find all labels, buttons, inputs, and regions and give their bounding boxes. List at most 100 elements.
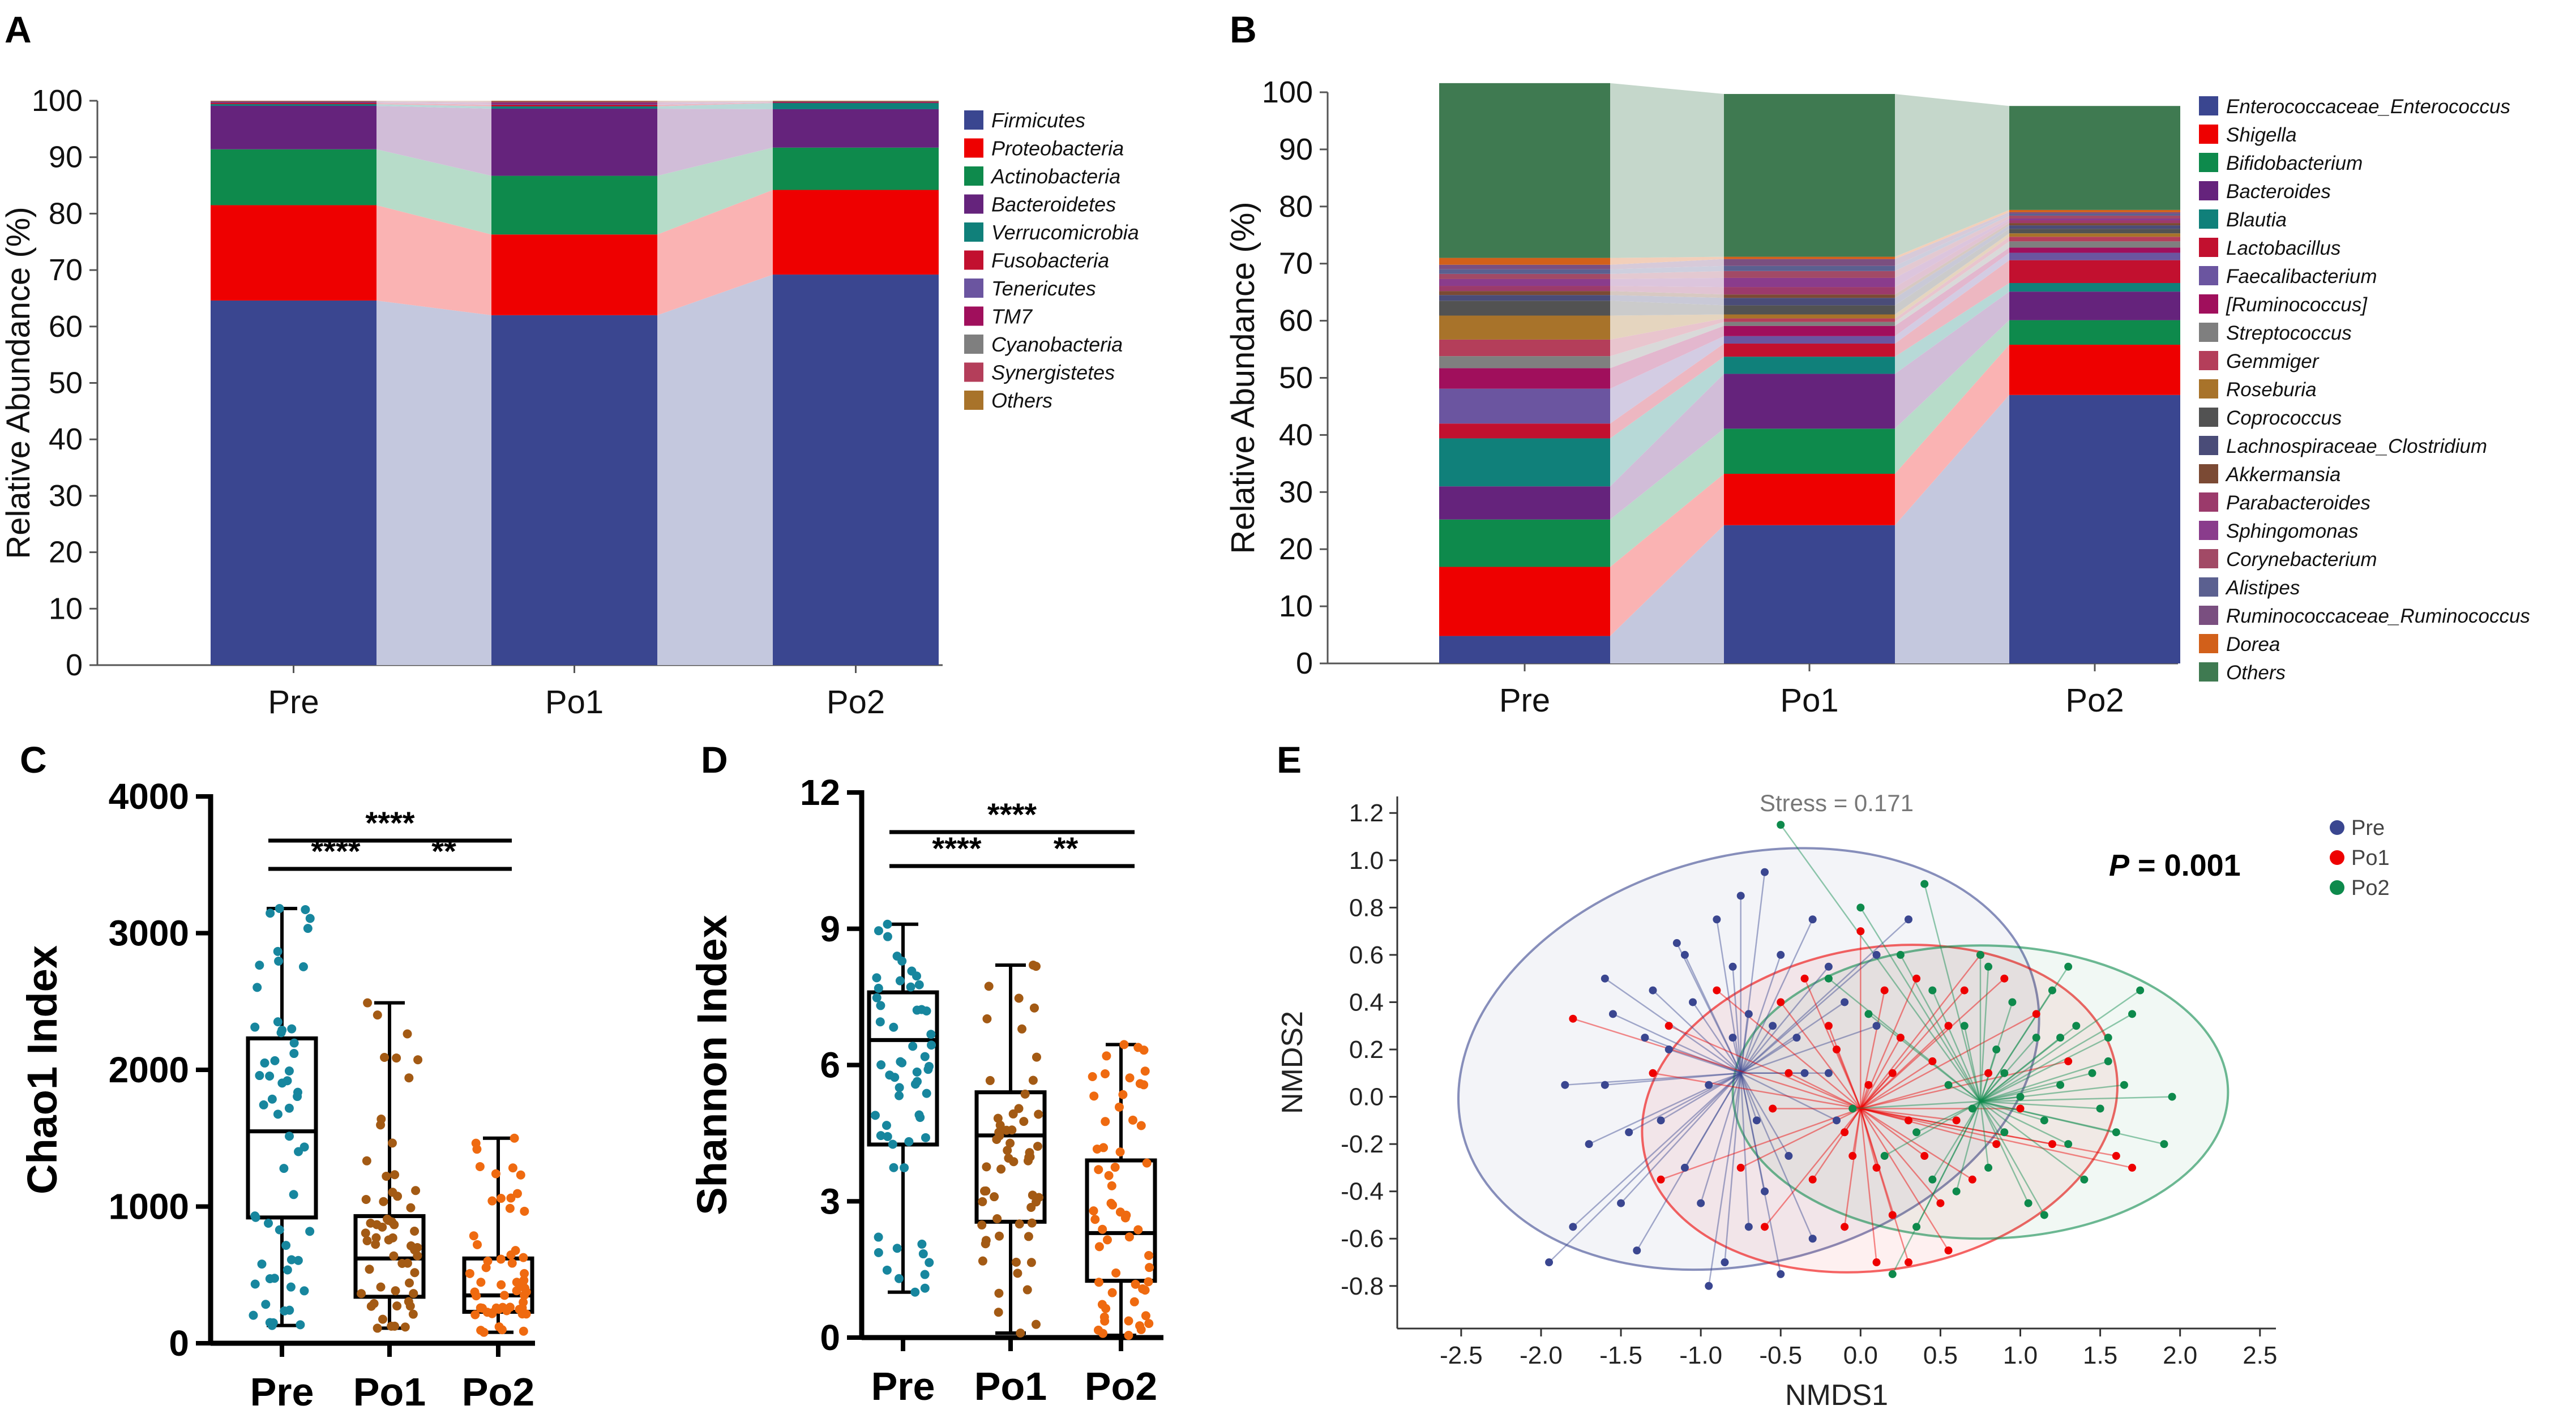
bar-po2-enterococcaceae-enterococcus <box>2009 395 2180 663</box>
data-point-po1 <box>408 1309 418 1319</box>
bar-pre-dorea <box>1439 258 1610 265</box>
spoke-pre <box>1740 1072 1837 1121</box>
connector-others <box>1895 94 2009 257</box>
data-point-po1 <box>1936 1199 1945 1207</box>
data-point-po2 <box>2104 1057 2112 1065</box>
data-point-pre <box>260 1058 269 1068</box>
connector-enterococcaceae-enterococcus <box>1895 395 2009 663</box>
bar-pre-tenericutes <box>211 102 376 103</box>
data-point-po2 <box>508 1163 517 1173</box>
bar-po1-coprococcus <box>1724 305 1895 315</box>
data-point-po1 <box>1864 1081 1873 1089</box>
data-point-pre <box>896 1057 905 1066</box>
spoke-po1 <box>1828 1025 1862 1109</box>
data-point-pre <box>283 1265 292 1275</box>
spoke-pre <box>1684 954 1741 1074</box>
bar-po2-dorea <box>2009 209 2180 212</box>
data-point-po1 <box>1657 1175 1665 1184</box>
data-point-po2 <box>512 1189 522 1198</box>
data-point-pre <box>920 1052 930 1061</box>
data-point-po1 <box>413 1055 423 1065</box>
data-point-po1 <box>392 1301 402 1311</box>
data-point-po1 <box>410 1227 420 1236</box>
y-tick-label: 1.0 <box>1349 847 1384 875</box>
data-point-pre <box>1833 1116 1841 1125</box>
data-point-pre <box>1625 1128 1633 1137</box>
data-point-po2 <box>2016 1092 2025 1101</box>
legend-swatch-lachnospiraceae-clostridium <box>2199 436 2218 455</box>
legend-label-faecalibacterium: Faecalibacterium <box>2226 265 2377 288</box>
data-point-pre <box>264 1219 273 1228</box>
data-point-pre <box>1761 868 1769 876</box>
bar-po1-ruminococcaceae-ruminococcus <box>1724 259 1895 266</box>
bar-po2-bifidobacterium <box>2009 320 2180 345</box>
data-point-po1 <box>366 1301 376 1311</box>
connector-proteobacteria <box>376 205 491 315</box>
bar-po2-firmicutes <box>773 275 939 665</box>
data-point-po2 <box>473 1240 482 1249</box>
data-point-po1 <box>1713 986 1721 995</box>
data-point-po1 <box>1026 1258 1036 1267</box>
data-point-po2 <box>2064 1140 2073 1149</box>
x-tick-label: -1.0 <box>1679 1342 1722 1369</box>
spoke-pre <box>1700 1073 1741 1203</box>
spoke-po2 <box>1868 1013 1981 1102</box>
data-point-po2 <box>2040 1116 2048 1125</box>
connector-corynebacterium <box>1895 215 2009 278</box>
data-point-po2 <box>1142 1158 1152 1168</box>
y-tick-label: 2000 <box>109 1049 189 1090</box>
y-tick-label: 6 <box>820 1045 840 1086</box>
spoke-po2 <box>1948 1084 1981 1103</box>
data-point-po1 <box>2032 1010 2040 1018</box>
data-point-pre <box>305 914 315 923</box>
data-point-po1 <box>1928 1057 1937 1065</box>
x-tick-label-po2: Po2 <box>827 684 885 721</box>
data-point-pre <box>876 1001 885 1010</box>
data-point-po1 <box>380 1052 390 1062</box>
data-point-po2 <box>1960 1022 1969 1030</box>
y-tick-label: 1.2 <box>1349 799 1384 827</box>
y-tick-label: 80 <box>49 196 83 230</box>
legend-swatch-parabacteroides <box>2199 492 2218 512</box>
spoke-po1 <box>1860 1108 1893 1215</box>
data-point-pre <box>1872 950 1881 959</box>
y-tick-label: 0 <box>169 1323 189 1364</box>
legend-label-enterococcaceae-enterococcus: Enterococcaceae_Enterococcus <box>2226 96 2510 118</box>
y-tick-label: 90 <box>1279 132 1313 166</box>
data-point-po1 <box>1872 1163 1881 1172</box>
connector-cyanobacteria <box>657 101 773 102</box>
x-tick-label-po1: Po1 <box>1780 682 1838 719</box>
data-point-po2 <box>2128 1010 2137 1018</box>
data-point-pre <box>875 1017 885 1027</box>
spoke-pre <box>1740 954 1877 1074</box>
bar-po1-enterococcaceae-enterococcus <box>1724 525 1895 663</box>
legend-swatch-lactobacillus <box>2199 238 2218 257</box>
bar-pre-roseburia <box>1439 315 1610 340</box>
data-point-pre <box>872 973 882 983</box>
data-point-po2 <box>1115 1147 1125 1157</box>
legend-swatch-fusobacteria <box>964 250 983 270</box>
data-point-po2 <box>1136 1121 1146 1130</box>
data-point-po1 <box>1034 1109 1043 1119</box>
legend-swatch-coprococcus <box>2199 408 2218 427</box>
data-point-pre <box>293 1092 302 1102</box>
spoke-po2 <box>1980 1100 2164 1145</box>
spoke-po1 <box>1860 1108 1909 1121</box>
legend-swatch-bacteroidetes <box>964 194 983 214</box>
data-point-po1 <box>1984 1069 1993 1077</box>
data-point-pre <box>882 1121 891 1130</box>
legend-label-gemmiger: Gemmiger <box>2226 350 2320 372</box>
bar-po2-streptococcus <box>2009 241 2180 248</box>
bar-po2-fusobacteria <box>773 102 939 103</box>
spoke-po2 <box>1980 1100 2100 1109</box>
data-point-po2 <box>1133 1225 1143 1235</box>
data-point-pre <box>876 1060 886 1070</box>
spoke-po1 <box>1843 1108 1862 1227</box>
bar-pre-ruminococcaceae-ruminococcus <box>1439 264 1610 269</box>
data-point-po2 <box>2160 1140 2168 1149</box>
data-point-po2 <box>1124 1232 1134 1242</box>
data-point-pre <box>870 1111 880 1120</box>
data-point-po1 <box>1777 998 1785 1006</box>
data-point-po2 <box>1098 1224 1107 1234</box>
spoke-pre <box>1740 919 1909 1074</box>
